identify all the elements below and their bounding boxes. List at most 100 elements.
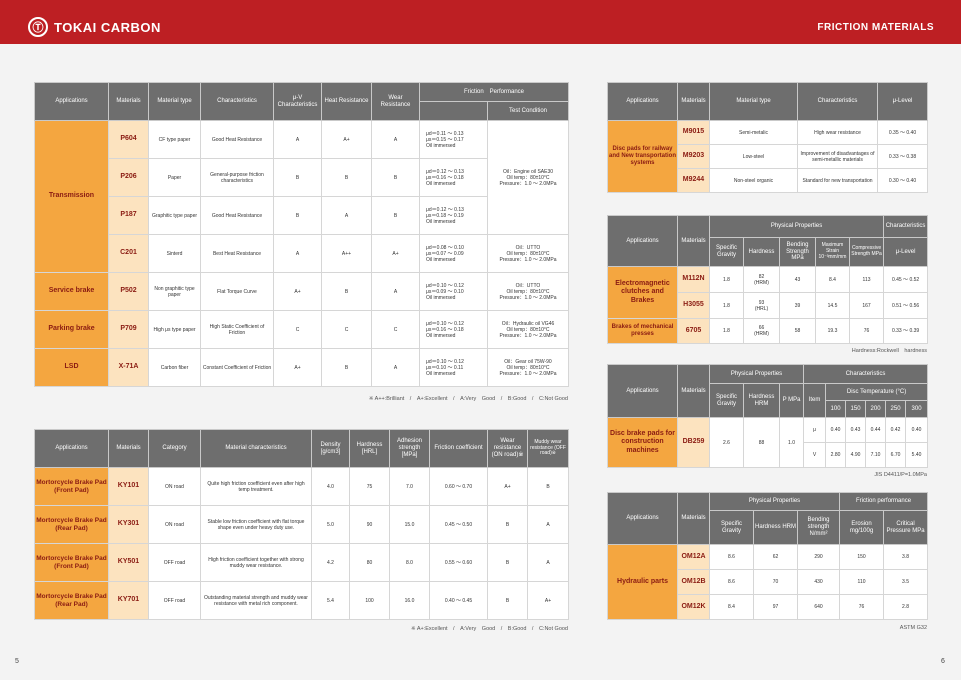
material-code: P206 bbox=[108, 158, 149, 197]
maximum-strain: 8.4 bbox=[815, 266, 850, 293]
hardness: 82 (HRM) bbox=[743, 266, 780, 293]
col-material-type: Material type bbox=[148, 82, 201, 121]
col-material-characteristics: Material characteristics bbox=[200, 429, 312, 468]
test-condition: Oil：Hydraulic oil VG46 Oil temp：80±10°C … bbox=[487, 310, 569, 349]
friction-coefficient: 0.60 ～ 0.70 bbox=[429, 467, 488, 506]
app-motorcycle-brake-pad: Mortorcycle Brake Pad (Rear Pad) bbox=[34, 505, 109, 544]
material-code: OM12B bbox=[677, 569, 710, 595]
col-physical-properties: Physical Properties bbox=[708, 364, 805, 384]
col-characteristics: Characteristics bbox=[200, 82, 274, 121]
mu-level: 0.30 ～ 0.40 bbox=[877, 168, 928, 193]
material-code: KY301 bbox=[108, 505, 149, 544]
app-lsd: LSD bbox=[34, 348, 109, 387]
friction-value: μd＝0.08 ～ 0.10 μs＝0.07 ～ 0.09 Oil immers… bbox=[419, 234, 488, 273]
specific-gravity: 2.6 bbox=[709, 417, 744, 468]
col-friction-performance: Friction Performance bbox=[419, 82, 569, 102]
wear-grade: A+ bbox=[487, 467, 528, 506]
col-bending-strength: Bending strength N/mm² bbox=[796, 510, 841, 545]
material-type: High μs type paper bbox=[148, 310, 201, 349]
material-type: CF type paper bbox=[148, 120, 201, 159]
app-railway-disc-pads: Disc pads for railway and New transporta… bbox=[607, 120, 678, 193]
col-critical-pressure: Critical Pressure MPa bbox=[883, 510, 929, 545]
specific-gravity: 1.8 bbox=[709, 318, 744, 344]
col-maximum-strain: Maximum Strain 10⁻³mm/mm bbox=[815, 237, 850, 267]
material-characteristic: Outstanding material strength and muddy … bbox=[200, 581, 312, 620]
material-code: M9015 bbox=[677, 120, 710, 145]
friction-value: μd＝0.10 ～ 0.12 μs＝0.10 ～ 0.11 Oil immers… bbox=[419, 348, 488, 387]
hydraulic-parts-table: Applications Materials Physical Properti… bbox=[607, 492, 929, 620]
mu-v-grade: A+ bbox=[273, 272, 322, 311]
material-type: Graphitic type paper bbox=[148, 196, 201, 235]
heat-grade: B bbox=[321, 272, 372, 311]
characteristic: Best Heat Resistance bbox=[200, 234, 274, 273]
material-code: H3055 bbox=[677, 292, 710, 319]
specific-gravity: 8.4 bbox=[709, 594, 754, 620]
temp-value: 7.10 bbox=[865, 442, 887, 468]
material-code: X-71A bbox=[108, 348, 149, 387]
construction-pad-table: Applications Materials Physical Properti… bbox=[607, 364, 929, 468]
mu-level: 0.51 ～ 0.56 bbox=[883, 292, 929, 319]
adhesion-strength: 8.0 bbox=[389, 543, 430, 582]
mu-v-grade: B bbox=[273, 158, 322, 197]
material-characteristic: High friction coefficient together with … bbox=[200, 543, 312, 582]
wear-grade: A bbox=[371, 272, 420, 311]
characteristic: Constant Coefficient of Friction bbox=[200, 348, 274, 387]
bending-strength: 43 bbox=[779, 266, 816, 293]
wear-grade: B bbox=[487, 581, 528, 620]
heat-grade: A++ bbox=[321, 234, 372, 273]
jis-note: JIS D4411/P=1.0MPa bbox=[874, 472, 927, 478]
motorcycle-pad-table: Applications Materials Category Material… bbox=[34, 429, 569, 620]
col-materials: Materials bbox=[108, 82, 149, 121]
col-applications: Applications bbox=[607, 492, 678, 545]
wear-grade: A+ bbox=[371, 234, 420, 273]
compressive-strength: 76 bbox=[848, 318, 885, 344]
material-code: P187 bbox=[108, 196, 149, 235]
brand-name: TOKAI CARBON bbox=[54, 19, 161, 35]
mu-v-grade: A bbox=[273, 234, 322, 273]
hardness: 90 bbox=[349, 505, 390, 544]
col-heat-resistance: Heat Resistance bbox=[321, 82, 372, 121]
friction-value: μd＝0.10 ～ 0.12 μs＝0.09 ～ 0.10 Oil immers… bbox=[419, 272, 488, 311]
app-hydraulic-parts: Hydraulic parts bbox=[607, 544, 678, 620]
mu-level: 0.45 ～ 0.52 bbox=[883, 266, 929, 293]
characteristic: High wear resistance bbox=[797, 120, 878, 145]
material-code: KY701 bbox=[108, 581, 149, 620]
friction-value: μd＝0.12 ～ 0.13 μs＝0.16 ～ 0.18 Oil immers… bbox=[419, 158, 488, 197]
app-electromagnetic-clutches: Electromagnetic clutches and Brakes bbox=[607, 266, 678, 319]
friction-value: μd＝0.10 ～ 0.12 μs＝0.16 ～ 0.18 Oil immers… bbox=[419, 310, 488, 349]
material-type: Semi-metalic bbox=[709, 120, 798, 145]
wear-grade: B bbox=[371, 196, 420, 235]
col-compressive-strength: Compressive Strength MPa bbox=[848, 237, 885, 267]
col-characteristics: Characteristics bbox=[797, 82, 878, 121]
density: 5.0 bbox=[311, 505, 350, 544]
maximum-strain: 14.5 bbox=[815, 292, 850, 319]
app-transmission: Transmission bbox=[34, 120, 109, 273]
col-materials: Materials bbox=[677, 82, 710, 121]
col-wear-resistance: Wear Resistance bbox=[371, 82, 420, 121]
material-code: M9244 bbox=[677, 168, 710, 193]
erosion: 76 bbox=[839, 594, 885, 620]
erosion: 110 bbox=[839, 569, 885, 595]
hardness: 100 bbox=[349, 581, 390, 620]
friction-coefficient: 0.40 ～ 0.45 bbox=[429, 581, 488, 620]
col-applications: Applications bbox=[607, 215, 678, 267]
material-code: M112N bbox=[677, 266, 710, 293]
col-mu-level: μ-Level bbox=[877, 82, 928, 121]
brand-logo[interactable]: Ⓣ TOKAI CARBON bbox=[28, 17, 161, 37]
col-friction-coefficient: Friction coefficient bbox=[429, 429, 488, 468]
hardness-note: Hardness:Rockwell hardness bbox=[851, 348, 927, 354]
col-material-type: Material type bbox=[709, 82, 798, 121]
col-applications: Applications bbox=[607, 364, 678, 418]
test-condition: Oil：Gear oil 75W-90 Oil temp：80±10°C Pre… bbox=[487, 348, 569, 387]
maximum-strain: 19.3 bbox=[815, 318, 850, 344]
material-code: DB259 bbox=[677, 417, 710, 468]
critical-pressure: 2.8 bbox=[883, 594, 929, 620]
col-applications: Applications bbox=[607, 82, 678, 121]
characteristic: Standard for new transportation bbox=[797, 168, 878, 193]
heat-grade: A bbox=[321, 196, 372, 235]
adhesion-strength: 7.0 bbox=[389, 467, 430, 506]
material-code: OM12A bbox=[677, 544, 710, 570]
material-type: Sinterd bbox=[148, 234, 201, 273]
material-type: Non graphitic type paper bbox=[148, 272, 201, 311]
clutch-brake-table: Applications Materials Physical Properti… bbox=[607, 215, 929, 344]
